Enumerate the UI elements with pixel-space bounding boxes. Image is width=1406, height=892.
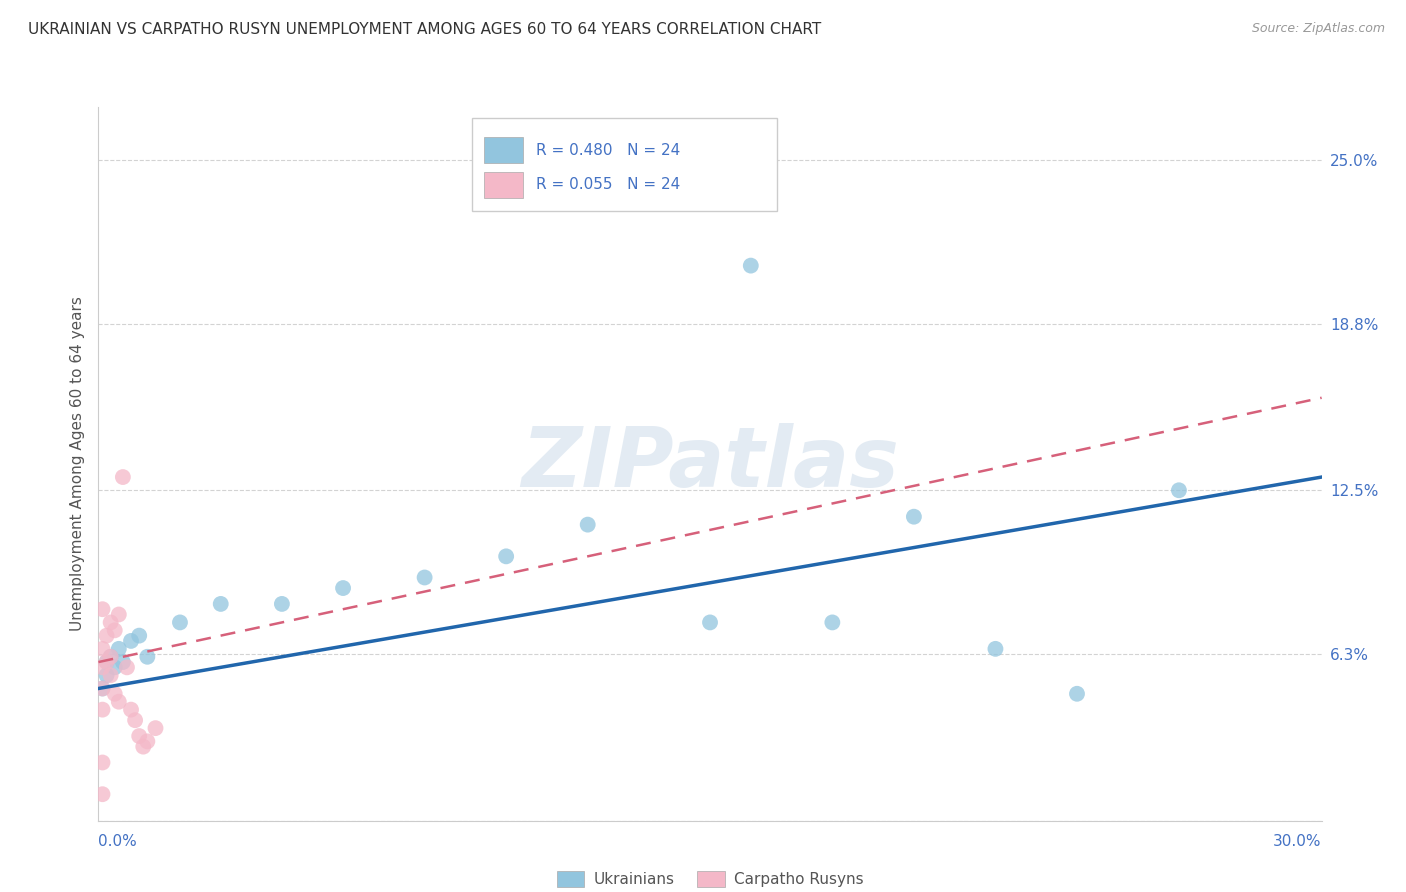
FancyBboxPatch shape	[471, 118, 778, 211]
Point	[91, 756, 114, 770]
Text: R = 0.480   N = 24: R = 0.480 N = 24	[536, 143, 681, 158]
Y-axis label: Unemployment Among Ages 60 to 64 years: Unemployment Among Ages 60 to 64 years	[69, 296, 84, 632]
Point	[576, 517, 599, 532]
Bar	[484, 137, 523, 163]
Point	[128, 729, 150, 743]
Point	[104, 624, 127, 638]
Point	[96, 655, 118, 669]
Point	[91, 681, 114, 696]
Point	[136, 649, 159, 664]
Text: ZIPatlas: ZIPatlas	[522, 424, 898, 504]
Point	[91, 660, 114, 674]
Point	[120, 634, 142, 648]
Point	[100, 649, 122, 664]
Point	[100, 668, 122, 682]
Point	[100, 615, 122, 630]
Point	[699, 615, 721, 630]
Point	[108, 641, 131, 656]
Point	[495, 549, 517, 564]
Point	[108, 607, 131, 622]
Point	[120, 703, 142, 717]
Point	[115, 660, 138, 674]
Bar	[484, 171, 523, 197]
Point	[145, 721, 167, 735]
Text: 30.0%: 30.0%	[1274, 834, 1322, 849]
Point	[1066, 687, 1088, 701]
Point	[91, 681, 114, 696]
Point	[91, 641, 114, 656]
Point	[91, 703, 114, 717]
Point	[136, 734, 159, 748]
Point	[96, 629, 118, 643]
Text: R = 0.055   N = 24: R = 0.055 N = 24	[536, 177, 681, 192]
Point	[740, 259, 762, 273]
Point	[270, 597, 294, 611]
Point	[104, 687, 127, 701]
Legend: Ukrainians, Carpatho Rusyns: Ukrainians, Carpatho Rusyns	[548, 863, 872, 892]
Point	[1167, 483, 1189, 498]
Point	[124, 713, 146, 727]
Text: Source: ZipAtlas.com: Source: ZipAtlas.com	[1251, 22, 1385, 36]
Point	[91, 787, 114, 801]
Point	[111, 655, 134, 669]
Point	[111, 470, 134, 484]
Point	[169, 615, 191, 630]
Point	[100, 649, 122, 664]
Point	[821, 615, 844, 630]
Point	[984, 641, 1007, 656]
Point	[96, 655, 118, 669]
Point	[413, 570, 436, 584]
Text: UKRAINIAN VS CARPATHO RUSYN UNEMPLOYMENT AMONG AGES 60 TO 64 YEARS CORRELATION C: UKRAINIAN VS CARPATHO RUSYN UNEMPLOYMENT…	[28, 22, 821, 37]
Point	[104, 660, 127, 674]
Point	[108, 695, 131, 709]
Point	[91, 602, 114, 616]
Point	[903, 509, 925, 524]
Point	[128, 629, 150, 643]
Point	[332, 581, 354, 595]
Text: 0.0%: 0.0%	[98, 834, 138, 849]
Point	[209, 597, 232, 611]
Point	[132, 739, 155, 754]
Point	[96, 668, 118, 682]
